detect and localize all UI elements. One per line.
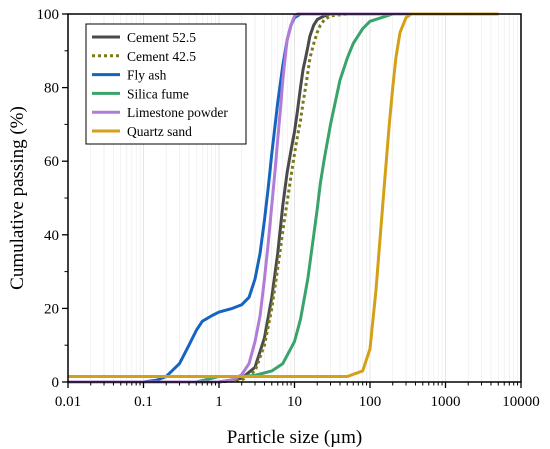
legend-label-0: Cement 52.5: [127, 30, 196, 45]
x-tick-label: 1: [215, 394, 223, 410]
series-line-4: [68, 12, 499, 384]
y-axis-title: Cumulative passing (%): [7, 106, 28, 290]
series-line-0: [68, 12, 499, 384]
x-axis-title: Particle size (µm): [227, 427, 362, 448]
legend-label-4: Limestone powder: [127, 105, 228, 120]
x-tick-label: 10000: [502, 394, 540, 410]
legend-box: [85, 23, 247, 145]
series-lines: [68, 12, 499, 384]
x-tick-label: 0.1: [134, 394, 153, 410]
x-tick-label: 10: [287, 394, 302, 410]
legend-label-5: Quartz sand: [127, 124, 192, 139]
x-tick-label: 0.01: [55, 394, 81, 410]
legend-label-2: Fly ash: [127, 68, 167, 83]
series-line-5: [68, 12, 499, 378]
legend: Cement 52.5 Cement 42.5 Fly ash Silica fume…: [85, 23, 247, 145]
x-tick-label: 1000: [431, 394, 461, 410]
y-tick-label: 60: [44, 154, 59, 170]
y-tick-label: 40: [44, 228, 59, 244]
legend-label-3: Silica fume: [127, 86, 189, 101]
axis-ticks: 0.01 0.1 1 10 100 1000 10000 0 20 40 60 80 100: [37, 7, 540, 410]
legend-label-1: Cement 42.5: [127, 49, 196, 64]
y-tick-label: 100: [37, 7, 60, 23]
series-line-1: [68, 12, 499, 384]
y-tick-label: 20: [44, 301, 59, 317]
y-tick-label: 80: [44, 81, 59, 97]
x-tick-label: 100: [359, 394, 382, 410]
y-tick-label: 0: [52, 375, 60, 391]
